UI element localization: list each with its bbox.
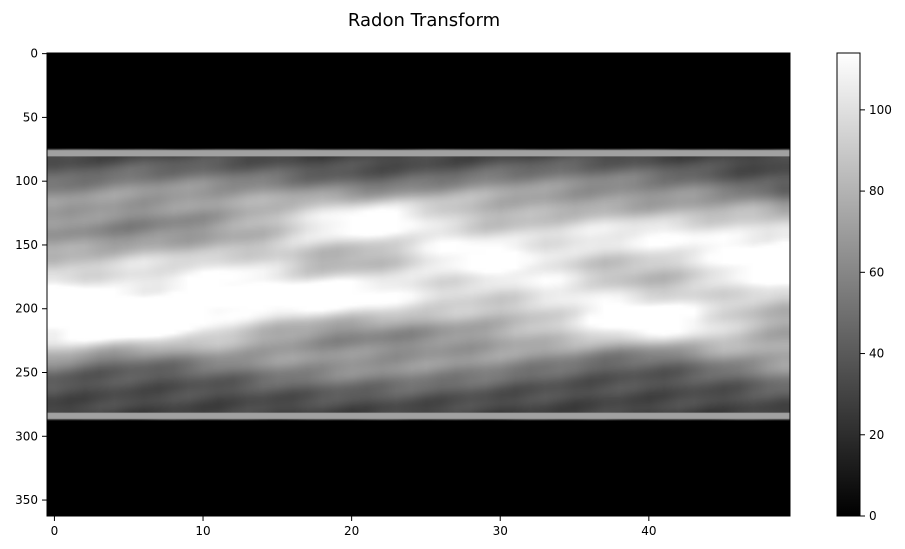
y-tick-label: 300 (15, 429, 38, 443)
colorbar-tick-label: 40 (869, 347, 884, 361)
y-tick-label: 350 (15, 493, 38, 507)
colorbar-axis: 0 20 40 60 80 100 (860, 103, 892, 523)
y-tick-label: 150 (15, 238, 38, 252)
colorbar-tick-label: 0 (869, 509, 877, 523)
x-tick-label: 20 (344, 524, 359, 538)
plot-frame (46, 52, 791, 517)
heatmap-image-container (47, 53, 790, 516)
y-axis: 0 50 100 150 200 250 300 350 (15, 47, 47, 507)
y-tick-label: 250 (15, 366, 38, 380)
x-tick-label: 0 (51, 524, 59, 538)
colorbar-gradient (836, 52, 861, 517)
colorbar-tick-label: 80 (869, 184, 884, 198)
y-tick-label: 0 (30, 47, 38, 61)
colorbar-tick-label: 60 (869, 265, 884, 279)
colorbar: 0 20 40 60 80 100 (836, 52, 892, 523)
chart-title: Radon Transform (348, 10, 500, 31)
x-tick-label: 40 (641, 524, 656, 538)
y-tick-label: 100 (15, 174, 38, 188)
x-tick-label: 30 (493, 524, 508, 538)
heatmap-image (47, 53, 790, 516)
colorbar-tick-label: 100 (869, 103, 892, 117)
colorbar-tick-label: 20 (869, 428, 884, 442)
y-tick-label: 200 (15, 302, 38, 316)
y-tick-label: 50 (23, 110, 38, 124)
x-tick-label: 10 (195, 524, 210, 538)
x-axis: 0 10 20 30 40 (51, 516, 656, 538)
plot-area (46, 52, 791, 517)
